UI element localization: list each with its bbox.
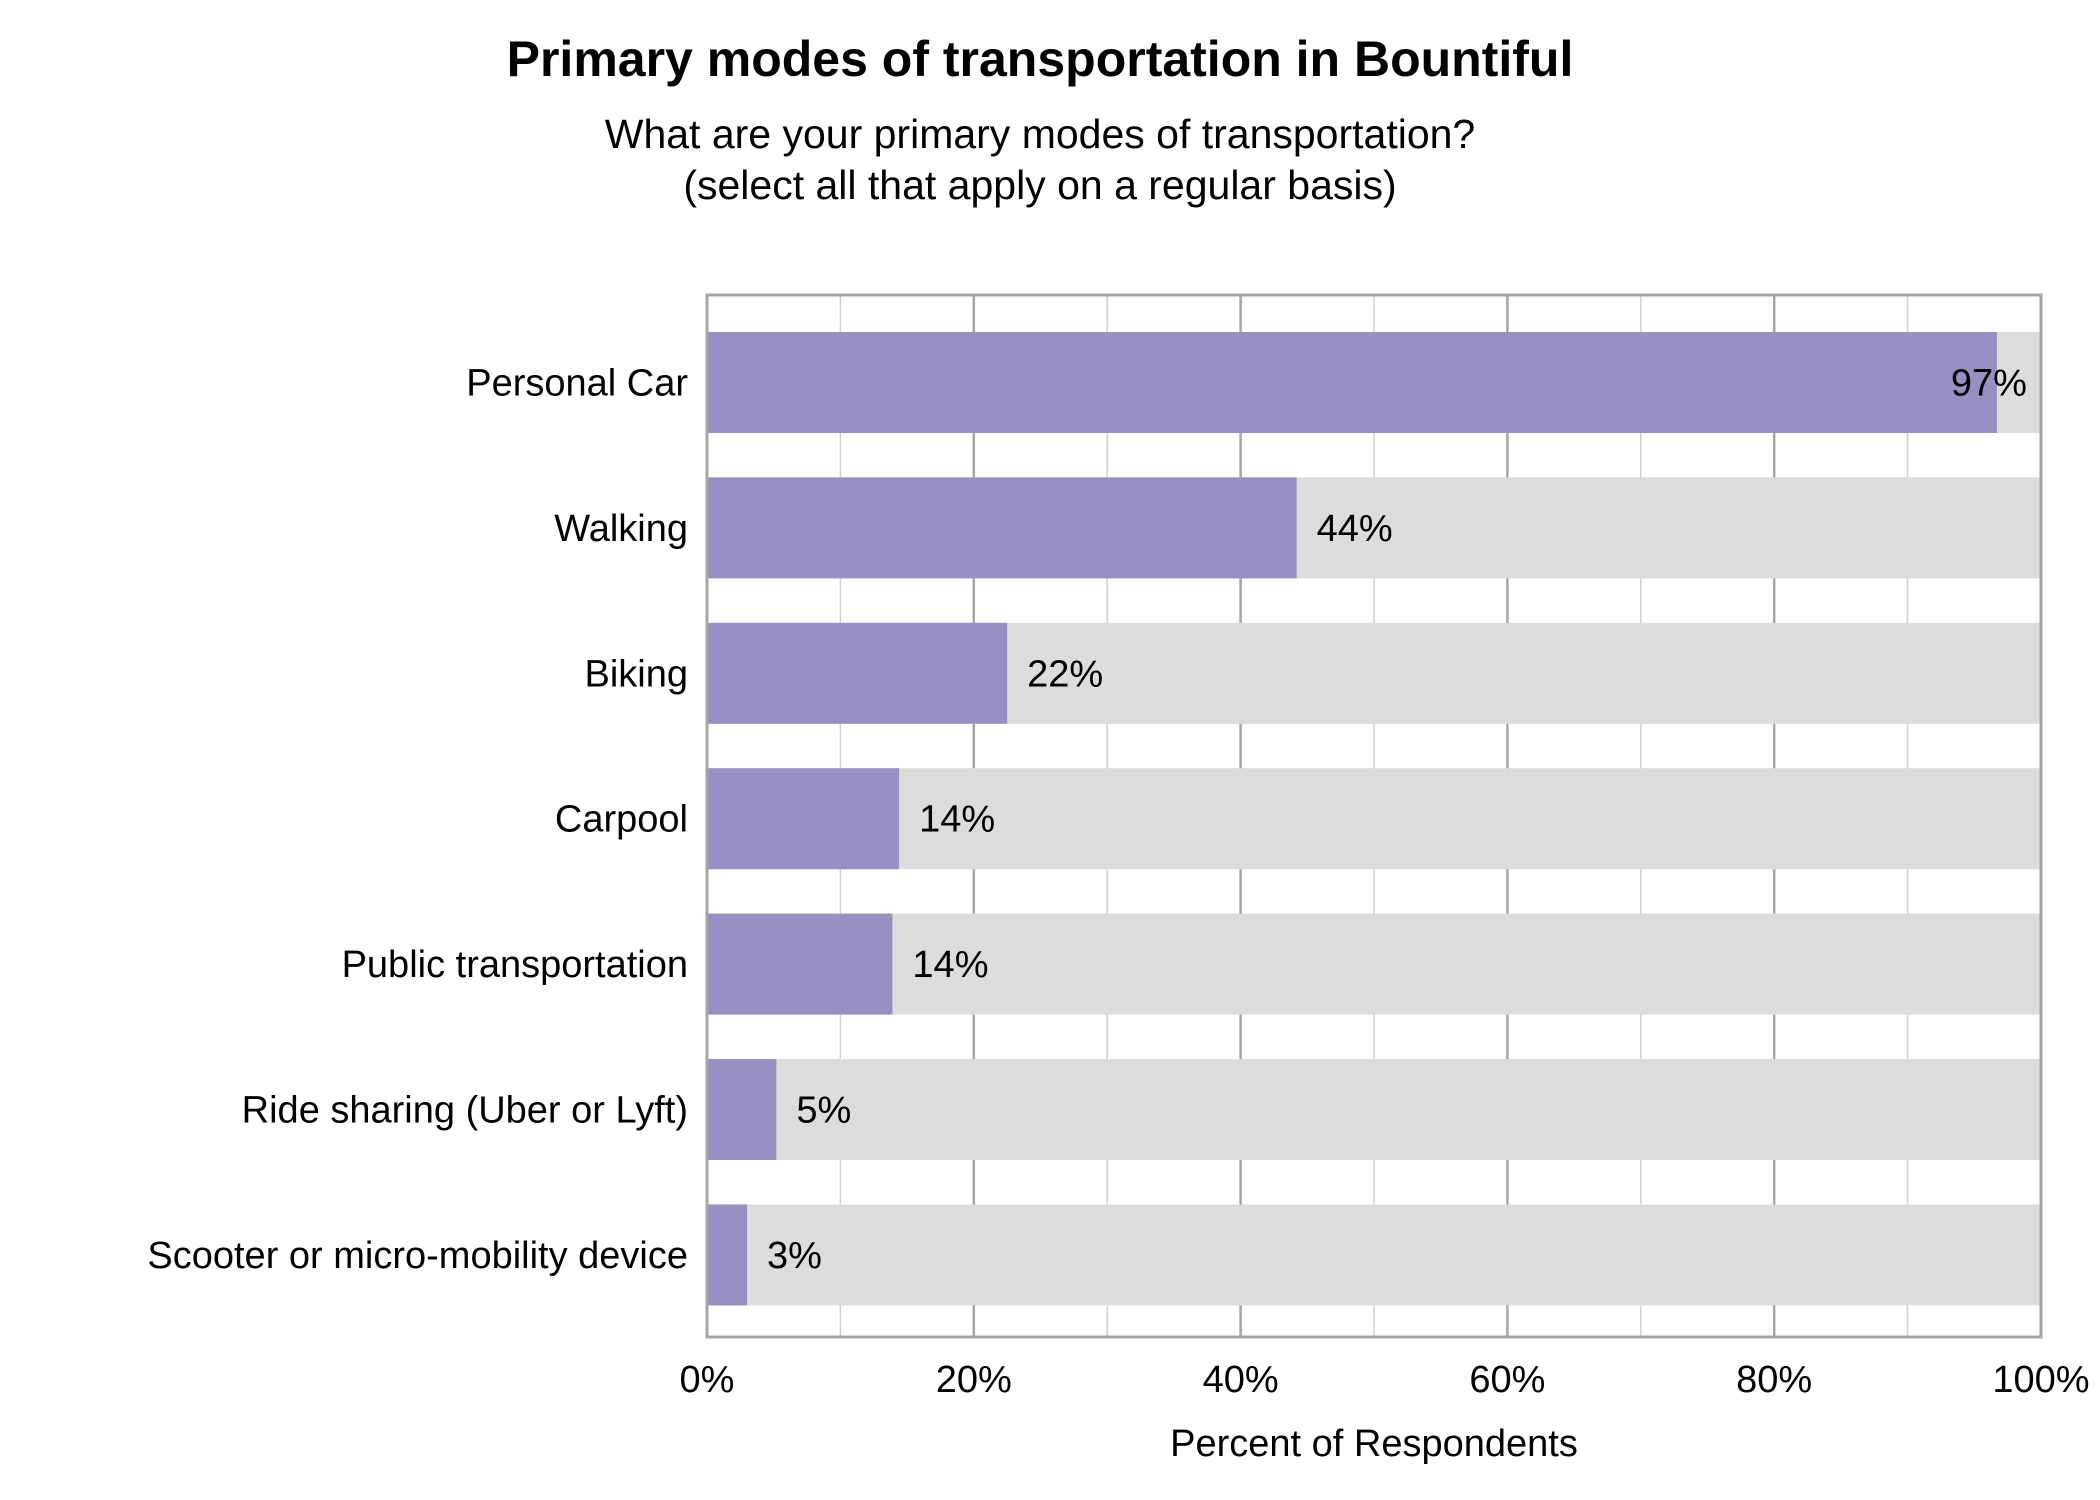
bar-background [707, 1204, 2041, 1306]
category-label: Personal Car [466, 363, 688, 405]
x-axis-label: Percent of Respondents [1170, 1423, 1578, 1465]
data-label: 97% [1951, 363, 2027, 405]
bar [707, 1059, 777, 1160]
bar [707, 477, 1297, 579]
category-label: Ride sharing (Uber or Lyft) [242, 1090, 688, 1132]
category-label: Public transportation [342, 944, 688, 986]
plot-frame [705, 293, 2043, 1339]
data-label: 14% [919, 799, 995, 841]
category-label: Biking [585, 653, 689, 695]
x-tick-label: 40% [1203, 1359, 1279, 1401]
x-tick-labels: 0% 20% 40% 60% 80% 100% [680, 1359, 2090, 1401]
data-label: 5% [796, 1090, 851, 1132]
x-tick-label: 100% [1992, 1359, 2089, 1401]
x-tick-label: 60% [1469, 1359, 1545, 1401]
category-label: Carpool [555, 799, 688, 841]
chart-title: Primary modes of transportation in Bount… [507, 31, 1574, 87]
data-label: 14% [912, 944, 988, 986]
chart-subtitle-line-2: (select all that apply on a regular basi… [683, 162, 1396, 208]
x-tick-label: 80% [1736, 1359, 1812, 1401]
bar [707, 913, 893, 1015]
bar [707, 622, 1008, 724]
bar-background [707, 768, 2041, 870]
x-tick-label: 0% [680, 1359, 735, 1401]
bar-background [707, 1059, 2041, 1160]
data-label: 3% [767, 1235, 822, 1277]
data-label: 22% [1027, 653, 1103, 695]
bars: Personal Car 97% Walking 44% Biking 22% Carpoo… [147, 332, 2041, 1306]
bar [707, 332, 1997, 433]
chart-subtitle-line-1: What are your primary modes of transport… [605, 111, 1476, 157]
bar [707, 1204, 748, 1306]
category-label: Scooter or micro-mobility device [147, 1235, 688, 1277]
bar-background [707, 913, 2041, 1015]
x-tick-label: 20% [936, 1359, 1012, 1401]
data-label: 44% [1317, 508, 1393, 550]
bar [707, 768, 900, 870]
category-label: Walking [554, 508, 688, 550]
